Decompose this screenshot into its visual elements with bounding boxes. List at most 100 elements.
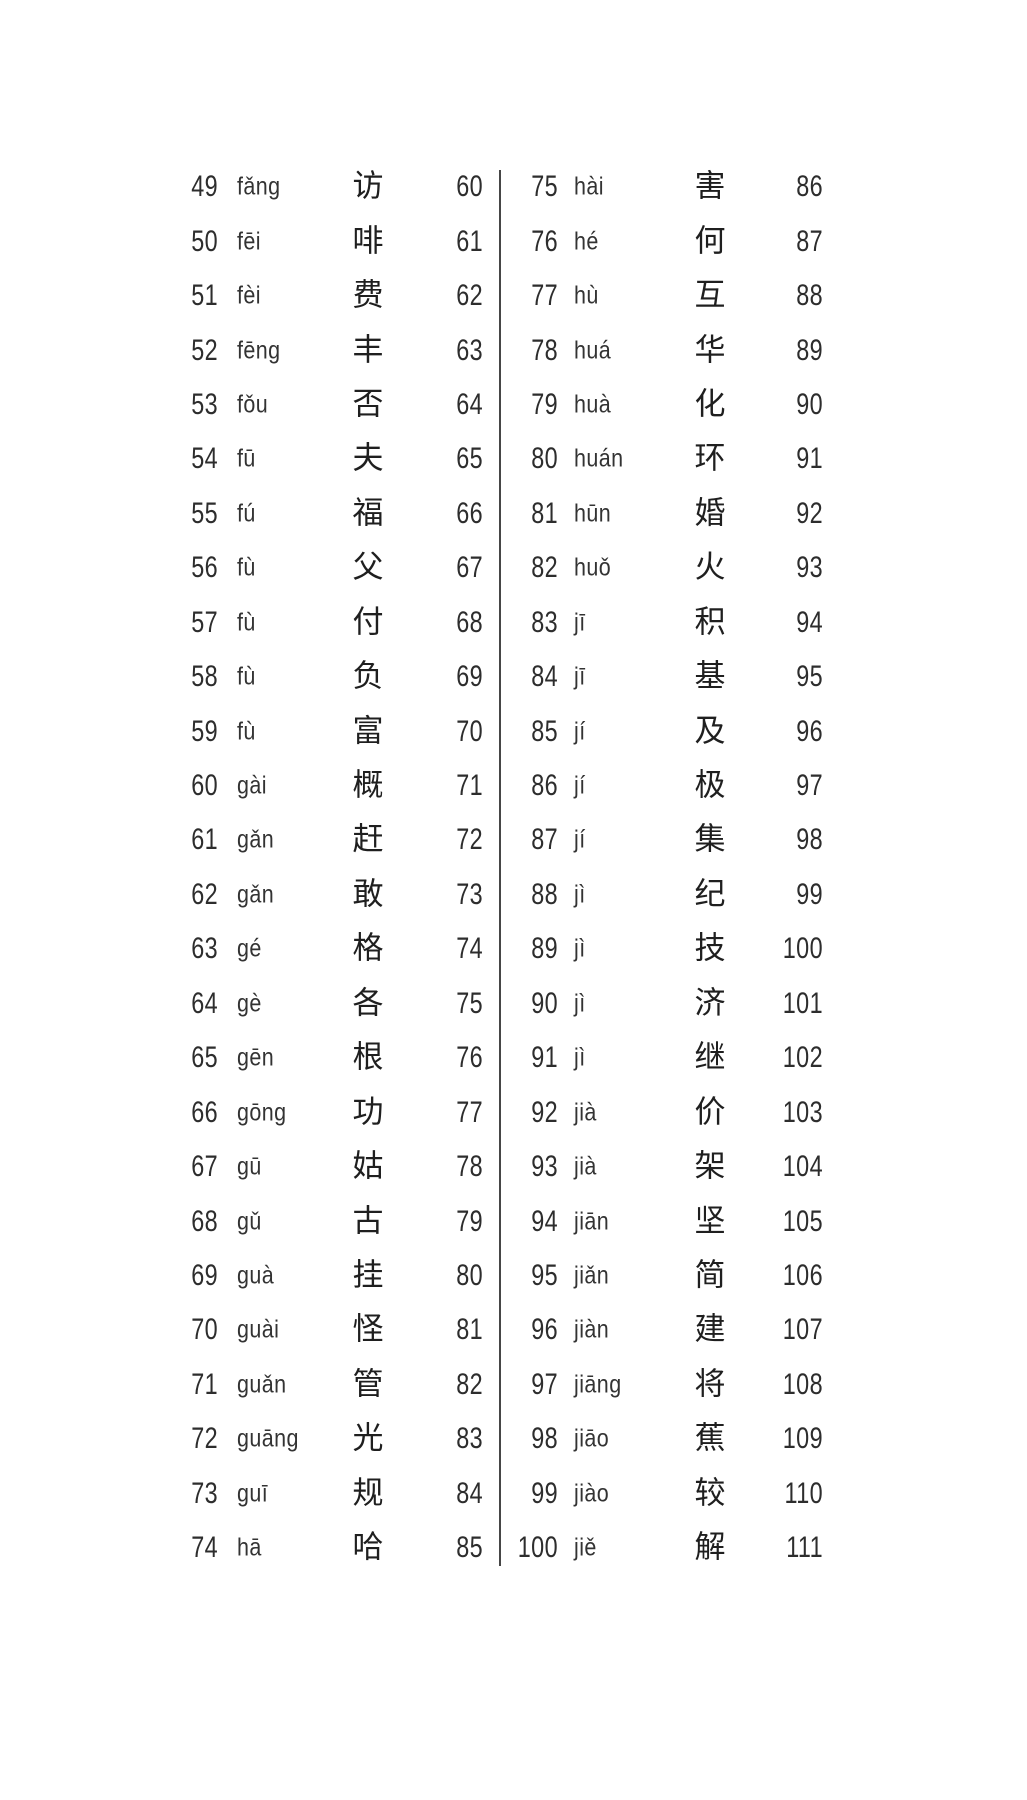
table-row: 85 jí 及 96 xyxy=(0,704,1027,758)
entry-character: 婚 xyxy=(694,495,726,532)
entry-character: 极 xyxy=(694,767,726,804)
entry-pinyin: huán xyxy=(574,444,624,473)
entry-pinyin: guà xyxy=(237,1261,275,1290)
entry-character: 集 xyxy=(694,821,726,858)
entry-page: 82 xyxy=(456,1367,483,1401)
entry-character: 怪 xyxy=(352,1311,384,1348)
entry-pinyin: jī xyxy=(574,662,586,691)
entry-character: 福 xyxy=(352,495,384,532)
entry-pinyin: jiāo xyxy=(574,1424,610,1453)
entry-number: 69 xyxy=(191,1258,218,1292)
entry-pinyin: fū xyxy=(237,444,256,473)
entry-pinyin: jí xyxy=(574,717,586,746)
entry-page: 91 xyxy=(796,442,823,476)
entry-character: 概 xyxy=(352,767,384,804)
entry-page: 95 xyxy=(796,660,823,694)
table-row: 57 fù 付 68 xyxy=(0,596,1027,650)
entry-pinyin: gēn xyxy=(237,1043,275,1072)
entry-number: 85 xyxy=(531,714,558,748)
entry-number: 89 xyxy=(531,932,558,966)
table-row: 60 gài 概 71 xyxy=(0,759,1027,813)
entry-number: 88 xyxy=(531,877,558,911)
entry-number: 97 xyxy=(531,1367,558,1401)
table-row: 90 jì 济 101 xyxy=(0,977,1027,1031)
entry-character: 积 xyxy=(694,604,726,641)
entry-page: 92 xyxy=(796,496,823,530)
index-column-left: 49 fǎng 访 60 50 fēi 啡 61 51 fèi 费 62 52 fēng 丰 63 53 fǒu 否… xyxy=(0,160,1027,1575)
entry-number: 84 xyxy=(531,660,558,694)
entry-number: 68 xyxy=(191,1204,218,1238)
entry-page: 111 xyxy=(786,1531,823,1565)
table-row: 82 huǒ 火 93 xyxy=(0,541,1027,595)
entry-page: 90 xyxy=(796,387,823,421)
entry-number: 74 xyxy=(191,1531,218,1565)
entry-page: 86 xyxy=(796,170,823,204)
entry-character: 较 xyxy=(694,1475,726,1512)
entry-number: 96 xyxy=(531,1313,558,1347)
entry-number: 59 xyxy=(191,714,218,748)
entry-character: 华 xyxy=(694,332,726,369)
table-row: 98 jiāo 蕉 109 xyxy=(0,1412,1027,1466)
entry-character: 丰 xyxy=(352,332,384,369)
entry-pinyin: fèi xyxy=(237,281,261,310)
entry-page: 78 xyxy=(456,1150,483,1184)
entry-page: 65 xyxy=(456,442,483,476)
entry-character: 根 xyxy=(352,1039,384,1076)
entry-page: 105 xyxy=(782,1204,823,1238)
entry-number: 58 xyxy=(191,660,218,694)
table-row: 56 fù 父 67 xyxy=(0,541,1027,595)
entry-pinyin: jiàn xyxy=(574,1315,610,1344)
entry-character: 付 xyxy=(352,604,384,641)
entry-number: 70 xyxy=(191,1313,218,1347)
entry-page: 71 xyxy=(456,769,483,803)
entry-number: 54 xyxy=(191,442,218,476)
entry-number: 93 xyxy=(531,1150,558,1184)
entry-page: 88 xyxy=(796,279,823,313)
entry-page: 64 xyxy=(456,387,483,421)
table-row: 84 jī 基 95 xyxy=(0,650,1027,704)
entry-page: 87 xyxy=(796,224,823,258)
table-row: 70 guài 怪 81 xyxy=(0,1303,1027,1357)
entry-number: 51 xyxy=(191,279,218,313)
entry-pinyin: guī xyxy=(237,1479,269,1508)
entry-number: 78 xyxy=(531,333,558,367)
entry-character: 敢 xyxy=(352,876,384,913)
entry-character: 坚 xyxy=(694,1203,726,1240)
entry-pinyin: guài xyxy=(237,1315,280,1344)
entry-number: 100 xyxy=(517,1531,558,1565)
entry-pinyin: gǎn xyxy=(237,825,275,854)
entry-character: 费 xyxy=(352,277,384,314)
entry-character: 挂 xyxy=(352,1257,384,1294)
entry-character: 及 xyxy=(694,713,726,750)
entry-number: 95 xyxy=(531,1258,558,1292)
entry-character: 火 xyxy=(694,549,726,586)
entry-page: 103 xyxy=(782,1095,823,1129)
entry-number: 75 xyxy=(531,170,558,204)
entry-page: 97 xyxy=(796,769,823,803)
entry-number: 82 xyxy=(531,551,558,585)
entry-number: 52 xyxy=(191,333,218,367)
entry-character: 规 xyxy=(352,1475,384,1512)
entry-pinyin: fēng xyxy=(237,336,281,365)
entry-page: 79 xyxy=(456,1204,483,1238)
entry-character: 害 xyxy=(694,168,726,205)
entry-page: 75 xyxy=(456,986,483,1020)
entry-pinyin: jiǎn xyxy=(574,1261,610,1290)
table-row: 78 huá 华 89 xyxy=(0,323,1027,377)
entry-page: 68 xyxy=(456,605,483,639)
entry-pinyin: hūn xyxy=(574,499,612,528)
entry-pinyin: fú xyxy=(237,499,256,528)
table-row: 61 gǎn 赶 72 xyxy=(0,813,1027,867)
entry-character: 光 xyxy=(352,1420,384,1457)
entry-character: 基 xyxy=(694,658,726,695)
table-row: 100 jiě 解 111 xyxy=(0,1521,1027,1575)
table-row: 77 hù 互 88 xyxy=(0,269,1027,323)
entry-page: 101 xyxy=(782,986,823,1020)
entry-character: 将 xyxy=(694,1366,726,1403)
entry-character: 夫 xyxy=(352,440,384,477)
entry-pinyin: fù xyxy=(237,717,256,746)
entry-page: 83 xyxy=(456,1422,483,1456)
table-row: 69 guà 挂 80 xyxy=(0,1249,1027,1303)
entry-number: 67 xyxy=(191,1150,218,1184)
entry-pinyin: guǎn xyxy=(237,1370,287,1399)
